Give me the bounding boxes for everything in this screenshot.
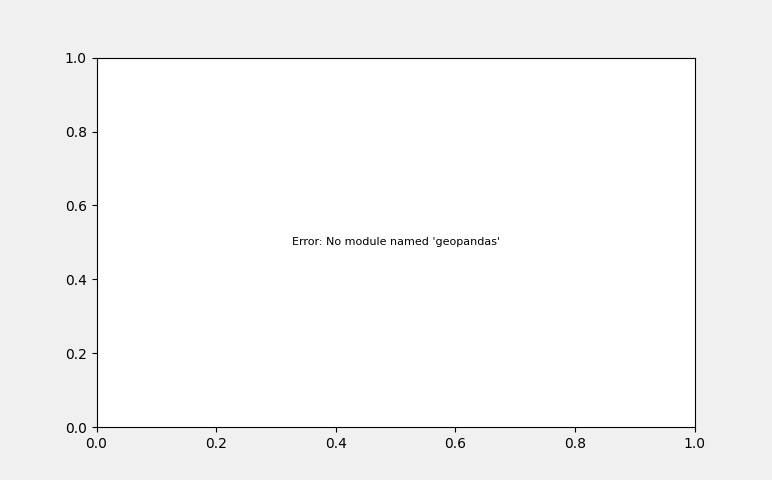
Text: Error: No module named 'geopandas': Error: No module named 'geopandas' [292,238,499,247]
